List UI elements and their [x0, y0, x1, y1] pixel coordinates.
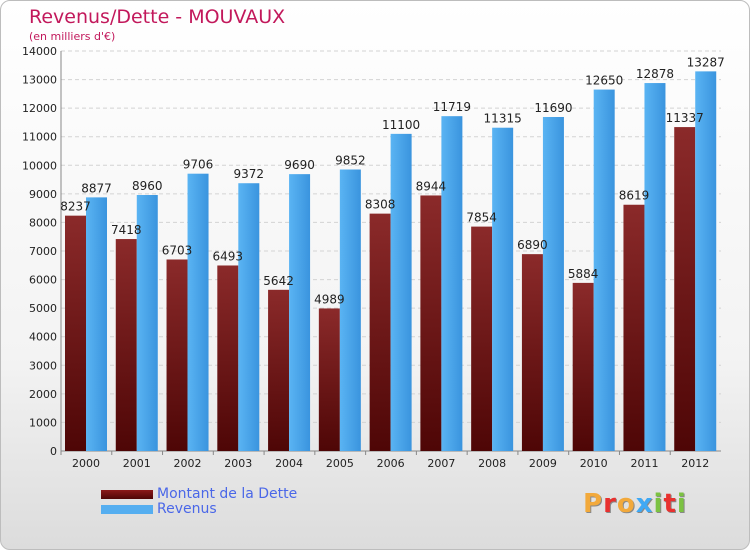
- x-tick-label-2011: 2011: [630, 457, 658, 470]
- chart-title: Revenus/Dette - MOUVAUX: [29, 6, 286, 28]
- x-tick-label-2004: 2004: [275, 457, 303, 470]
- bar-revenue-2006: [390, 133, 412, 451]
- x-tick-label-2008: 2008: [478, 457, 506, 470]
- value-label-debt-2010: 5884: [568, 267, 599, 281]
- legend-swatch-debt: [101, 490, 153, 499]
- value-label-revenue-2009: 11690: [534, 101, 572, 115]
- value-label-revenue-2001: 8960: [132, 179, 163, 193]
- value-label-revenue-2003: 9372: [234, 167, 265, 181]
- proxiti-logo: Proxiti: [583, 489, 687, 519]
- value-label-debt-2012: 11337: [666, 111, 704, 125]
- x-tick-label-2009: 2009: [529, 457, 557, 470]
- value-label-debt-2003: 6493: [213, 249, 244, 263]
- value-label-debt-2005: 4989: [314, 292, 345, 306]
- value-label-revenue-2006: 11100: [382, 118, 420, 132]
- value-label-revenue-2007: 11719: [433, 100, 471, 114]
- y-tick-label: 9000: [29, 188, 57, 201]
- chart-subtitle: (en milliers d'€): [29, 30, 116, 43]
- bar-revenue-2000: [86, 197, 107, 451]
- bar-debt-2009: [521, 254, 543, 451]
- y-tick-label: 14000: [22, 45, 57, 58]
- x-tick-label-2005: 2005: [326, 457, 354, 470]
- bar-revenue-2010: [593, 89, 615, 452]
- bar-debt-2001: [115, 239, 137, 451]
- value-label-debt-2000: 8237: [60, 200, 91, 214]
- bar-debt-2011: [623, 204, 645, 451]
- value-label-revenue-2010: 12650: [585, 74, 623, 88]
- bar-debt-2004: [268, 289, 290, 451]
- bar-revenue-2009: [542, 117, 564, 451]
- bar-revenue-2011: [644, 83, 666, 452]
- value-label-debt-2011: 8619: [619, 189, 650, 203]
- legend-label-revenue: Revenus: [157, 501, 217, 517]
- bar-revenue-2004: [289, 174, 311, 451]
- x-tick-label-2001: 2001: [123, 457, 151, 470]
- value-label-revenue-2008: 11315: [484, 112, 522, 126]
- value-label-debt-2007: 8944: [416, 179, 447, 193]
- bar-revenue-2005: [339, 169, 361, 451]
- value-label-debt-2002: 6703: [162, 243, 193, 257]
- value-label-revenue-2004: 9690: [284, 158, 315, 172]
- bar-debt-2012: [674, 127, 696, 451]
- y-tick-label: 12000: [22, 102, 57, 115]
- bar-revenue-2002: [187, 173, 209, 451]
- x-tick-label-2002: 2002: [174, 457, 202, 470]
- y-tick-label: 4000: [29, 331, 57, 344]
- y-tick-label: 5000: [29, 302, 57, 315]
- bar-revenue-2001: [136, 195, 158, 451]
- y-tick-label: 8000: [29, 216, 57, 229]
- value-label-revenue-2000: 8877: [81, 181, 112, 195]
- bar-debt-2000: [65, 215, 86, 451]
- value-label-debt-2001: 7418: [111, 223, 142, 237]
- bar-revenue-2008: [492, 127, 514, 451]
- y-tick-label: 13000: [22, 74, 57, 87]
- x-tick-label-2006: 2006: [377, 457, 405, 470]
- bar-debt-2007: [420, 195, 442, 451]
- value-label-revenue-2011: 12878: [636, 67, 674, 81]
- x-tick-label-2012: 2012: [681, 457, 709, 470]
- x-tick-label-2007: 2007: [427, 457, 455, 470]
- legend-label-debt: Montant de la Dette: [157, 486, 298, 502]
- value-label-revenue-2005: 9852: [335, 154, 366, 168]
- bar-debt-2008: [471, 226, 493, 451]
- value-label-debt-2008: 7854: [466, 211, 497, 225]
- value-label-revenue-2002: 9706: [183, 158, 214, 172]
- bar-debt-2005: [318, 308, 340, 451]
- y-tick-label: 10000: [22, 159, 57, 172]
- x-tick-label-2003: 2003: [224, 457, 252, 470]
- bar-revenue-2007: [441, 116, 463, 452]
- bar-revenue-2003: [238, 183, 260, 451]
- x-tick-label-2000: 2000: [72, 457, 100, 470]
- bar-revenue-2012: [695, 71, 717, 451]
- y-tick-label: 11000: [22, 131, 57, 144]
- y-tick-label: 1000: [29, 416, 57, 429]
- value-label-debt-2004: 5642: [263, 274, 294, 288]
- x-tick-label-2010: 2010: [580, 457, 608, 470]
- y-tick-label: 2000: [29, 388, 57, 401]
- legend-swatch-revenue: [101, 505, 153, 514]
- bar-debt-2002: [166, 259, 188, 451]
- bar-debt-2010: [572, 282, 594, 451]
- value-label-debt-2006: 8308: [365, 198, 396, 212]
- y-tick-label: 6000: [29, 274, 57, 287]
- y-tick-label: 7000: [29, 245, 57, 258]
- bar-debt-2003: [217, 265, 239, 451]
- bar-debt-2006: [369, 213, 391, 451]
- value-label-revenue-2012: 13287: [687, 55, 725, 69]
- value-label-debt-2009: 6890: [517, 238, 548, 252]
- y-tick-label: 0: [50, 445, 57, 458]
- y-tick-label: 3000: [29, 359, 57, 372]
